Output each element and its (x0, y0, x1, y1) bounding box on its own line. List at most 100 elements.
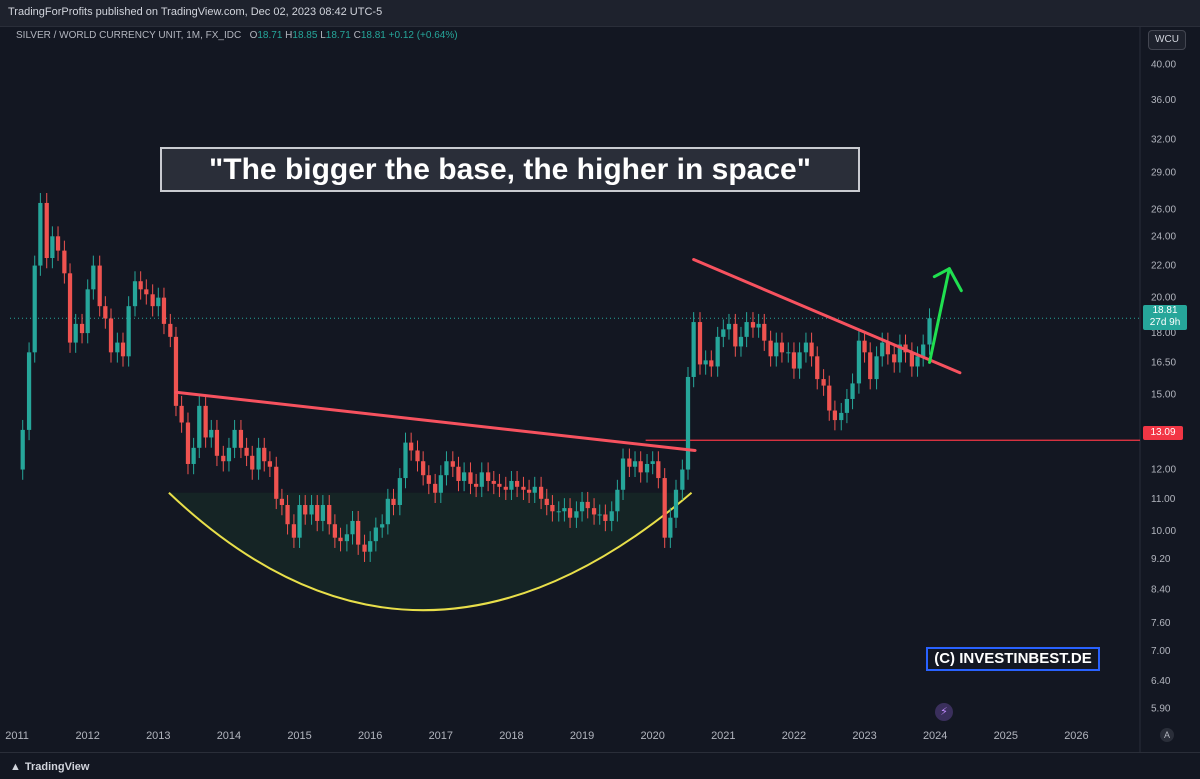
candle-body (479, 472, 484, 487)
candle-body (668, 517, 673, 538)
candle-body (132, 281, 138, 307)
candle-body (697, 322, 703, 365)
candle-body (20, 429, 25, 470)
last-price-value: 18.81 (1152, 305, 1178, 316)
candle-body (291, 524, 297, 538)
candle-body (315, 504, 320, 521)
auto-scale-button[interactable]: A (1160, 728, 1174, 742)
price-chart[interactable]: 5.90 6.40 7.00 7.60 8.40 9.20 10.00 11.00 12.00 1… (0, 26, 1200, 752)
candle-body (632, 461, 638, 467)
candle-body (579, 501, 585, 512)
candle-body (774, 342, 779, 357)
candle-body (91, 265, 96, 290)
bar-countdown: 27d 9h (1149, 317, 1181, 328)
candle-body (503, 486, 508, 490)
candle-body (150, 294, 155, 307)
candle-body (138, 281, 143, 290)
candle-body (244, 447, 249, 456)
candle-body (892, 354, 897, 363)
candle-body (120, 342, 126, 357)
copyright-annotation: (C) INVESTINBEST.DE (926, 647, 1100, 671)
open-value: 18.71 (257, 30, 283, 41)
candle-body (638, 461, 643, 473)
y-tick-label: 15.00 (1151, 389, 1176, 400)
y-tick-label: 24.00 (1151, 231, 1176, 242)
candle-body (662, 478, 667, 538)
candle-body (497, 483, 502, 487)
candle-body (433, 483, 438, 493)
candle-body (438, 475, 443, 493)
candle-body (456, 466, 461, 481)
candle-body (85, 289, 90, 334)
support-level-tag: 13.09 (1143, 426, 1183, 440)
x-tick-label: 2019 (570, 730, 594, 742)
candle-body (474, 483, 479, 487)
candle-body (927, 318, 932, 345)
candle-body (844, 398, 850, 413)
candle-body (574, 511, 579, 518)
tradingview-logo[interactable]: ▲ TradingView (10, 761, 89, 773)
candle-body (715, 336, 720, 367)
currency-button[interactable]: WCU (1148, 30, 1186, 50)
candle-body (285, 504, 290, 525)
x-tick-label: 2015 (287, 730, 311, 742)
candle-body (350, 520, 355, 535)
candle-body (168, 323, 173, 337)
candle-body (191, 447, 196, 464)
x-tick-label: 2018 (499, 730, 523, 742)
candle-body (821, 379, 826, 386)
candle-body (591, 508, 597, 515)
y-tick-label: 6.40 (1151, 676, 1171, 687)
candle-body (885, 342, 890, 355)
candle-body (762, 323, 767, 341)
candle-body (862, 340, 867, 353)
candle-body (491, 480, 496, 484)
candle-body (67, 273, 73, 343)
candle-body (303, 504, 308, 515)
cup-base-curve (168, 491, 693, 612)
candle-body (921, 344, 926, 357)
candle-body (279, 498, 285, 505)
last-price-tag: 18.81 27d 9h (1143, 305, 1187, 330)
base-resistance-trendline (174, 390, 697, 452)
candle-body (509, 480, 514, 490)
candle-body (832, 410, 838, 421)
y-tick-label: 36.00 (1151, 95, 1176, 106)
candle-body (797, 352, 802, 369)
candle-body (856, 340, 862, 384)
candle-body (673, 489, 679, 518)
candle-body (897, 344, 902, 363)
y-tick-label: 10.00 (1151, 526, 1176, 537)
candle-body (768, 340, 773, 357)
candle-body (874, 356, 879, 380)
candle-body (779, 342, 785, 353)
y-tick-label: 32.00 (1151, 134, 1176, 145)
breakout-arrow-head (932, 267, 963, 293)
candle-body (144, 289, 149, 295)
quote-annotation: "The bigger the base, the higher in spac… (160, 147, 860, 192)
publish-info: TradingForProfits published on TradingVi… (8, 6, 383, 18)
tradingview-logo-icon: ▲ (10, 761, 21, 773)
candle-body (73, 323, 78, 343)
lightning-icon[interactable]: ⚡ (935, 703, 953, 721)
y-tick-label: 16.50 (1151, 357, 1176, 368)
y-tick-label: 12.00 (1151, 465, 1176, 476)
candle-body (744, 322, 749, 337)
candle-body (733, 323, 738, 347)
x-tick-label: 2022 (782, 730, 806, 742)
candle-body (562, 508, 567, 512)
candle-body (297, 504, 302, 538)
candle-body (327, 504, 332, 525)
high-label: H (285, 30, 293, 41)
candle-body (309, 504, 314, 515)
candle-body (126, 306, 131, 357)
candle-body (232, 429, 237, 448)
candle-body (338, 537, 343, 542)
candle-body (356, 520, 361, 545)
candle-body (97, 265, 102, 307)
candle-body (526, 489, 532, 493)
publish-bar: TradingForProfits published on TradingVi… (0, 0, 1200, 27)
candle-body (809, 342, 814, 357)
candle-body (62, 250, 67, 274)
candle-body (38, 202, 43, 266)
